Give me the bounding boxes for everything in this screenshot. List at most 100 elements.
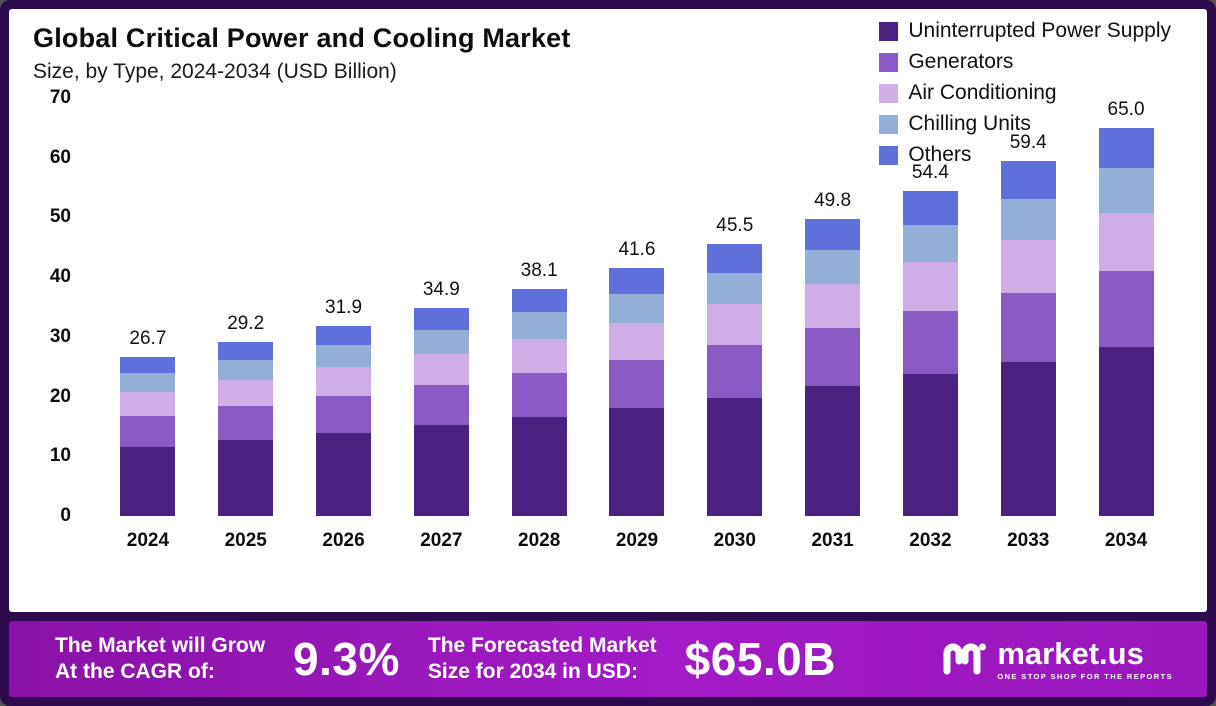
legend-label: Uninterrupted Power Supply [908, 19, 1171, 42]
bar-segment-air-conditioning [413, 353, 469, 385]
bar-segment-air-conditioning [707, 304, 763, 345]
bar-segment-uninterrupted-power-supply [413, 425, 469, 516]
bar-total-label: 41.6 [618, 238, 656, 260]
legend-item-generators: Generators [879, 50, 1171, 74]
bar-segment-others [805, 218, 861, 250]
x-tick-label: 2033 [1007, 530, 1050, 551]
bars: 26.7 29.2 31.9 34.9 38.1 41.6 45.5 49.8 54.4 59.4… [91, 98, 1183, 516]
footer-banner: The Market will Grow At the CAGR of: 9.3… [9, 621, 1207, 697]
x-tick-label: 2034 [1104, 530, 1148, 551]
bar-segment-uninterrupted-power-supply [902, 374, 958, 516]
bar-segment-chilling-units [902, 224, 958, 263]
x-tick-label: 2030 [713, 530, 756, 551]
bar-segment-air-conditioning [609, 322, 665, 360]
bar-segment-others [609, 267, 665, 294]
bar-segment-chilling-units [316, 345, 372, 368]
y-tick-label: 0 [60, 505, 71, 526]
bar-segment-generators [707, 344, 763, 398]
bar-segment-chilling-units [609, 293, 665, 323]
legend-label: Generators [908, 50, 1014, 73]
legend-item-chilling-units: Chilling Units [879, 112, 1171, 136]
legend-label: Others [908, 143, 972, 166]
stacked-bar-2029 [609, 267, 665, 516]
chart-header: Global Critical Power and Cooling Market… [33, 23, 1183, 84]
bar-segment-chilling-units [511, 312, 567, 339]
bar-column-2025: 29.2 [197, 98, 295, 516]
legend-item-uninterrupted-power-supply: Uninterrupted Power Supply [879, 19, 1171, 43]
bar-segment-uninterrupted-power-supply [707, 397, 763, 516]
bar-column-2031: 49.8 [784, 98, 882, 516]
bar-total-label: 45.5 [716, 215, 754, 237]
bar-total-label: 59.4 [1009, 132, 1047, 154]
legend-swatch-chilling-units [879, 114, 899, 134]
legend-swatch-others [879, 145, 899, 165]
stacked-bar-2027 [413, 307, 469, 516]
bar-column-2027: 34.9 [392, 98, 490, 516]
bar-column-2034: 65.0 [1077, 98, 1175, 516]
bar-column-2033: 59.4 [979, 98, 1077, 516]
legend: Uninterrupted Power Supply Generators Air … [879, 19, 1171, 167]
bar-segment-generators [609, 359, 665, 408]
bar-segment-others [120, 356, 176, 374]
bar-segment-uninterrupted-power-supply [218, 440, 274, 516]
bar-segment-others [218, 341, 274, 360]
bar-segment-air-conditioning [120, 391, 176, 416]
bar-segment-others [413, 307, 469, 330]
bar-segment-air-conditioning [1098, 212, 1154, 272]
x-tick-label: 2026 [322, 530, 365, 551]
brand-block: market.us ONE STOP SHOP FOR THE REPORTS [941, 637, 1173, 682]
bar-total-label: 31.9 [325, 296, 363, 318]
cagr-value: 9.3% [293, 633, 400, 685]
bar-segment-chilling-units [1098, 168, 1154, 213]
y-axis: 0 10 20 30 40 50 60 70 [33, 87, 79, 526]
bar-total-label: 34.9 [422, 278, 460, 300]
x-tick-label: 2024 [126, 530, 170, 551]
legend-swatch-air-conditioning [879, 83, 899, 103]
bar-column-2030: 45.5 [686, 98, 784, 516]
bar-column-2024: 26.7 [99, 98, 197, 516]
bar-segment-others [1000, 161, 1056, 199]
bar-column-2032: 54.4 [882, 98, 980, 516]
bar-segment-generators [413, 384, 469, 426]
x-tick-label: 2028 [518, 530, 561, 551]
bar-segment-others [902, 191, 958, 225]
bar-column-2026: 31.9 [295, 98, 393, 516]
bar-segment-generators [218, 406, 274, 441]
bar-segment-chilling-units [1000, 198, 1056, 240]
x-tick-label: 2025 [224, 530, 267, 551]
bar-segment-air-conditioning [511, 338, 567, 373]
stacked-bar-2030 [707, 244, 763, 516]
stacked-bar-2031 [805, 218, 861, 516]
bar-segment-air-conditioning [902, 262, 958, 312]
legend-label: Air Conditioning [908, 81, 1057, 104]
bar-total-label: 26.7 [129, 327, 167, 349]
bar-segment-others [707, 244, 763, 273]
plot-wrap: 0 10 20 30 40 50 60 70 26.7 29.2 31.9 34.9 38.1 41.6… [33, 87, 1183, 552]
forecast-label-line1: The Forecasted Market [427, 633, 657, 657]
legend-item-air-conditioning: Air Conditioning [879, 81, 1171, 105]
bar-segment-generators [805, 328, 861, 387]
growth-label: The Market will Grow At the CAGR of: [55, 633, 265, 686]
stacked-bar-2025 [218, 341, 274, 516]
y-tick-label: 70 [49, 87, 71, 108]
y-tick-label: 10 [49, 445, 71, 467]
stacked-bar-2034 [1098, 127, 1154, 516]
bar-segment-chilling-units [218, 359, 274, 380]
legend-item-others: Others [879, 143, 1171, 167]
bar-column-2028: 38.1 [490, 98, 588, 516]
brand-text-block: market.us ONE STOP SHOP FOR THE REPORTS [997, 638, 1173, 681]
stacked-bar-2028 [511, 288, 567, 517]
brand-tagline: ONE STOP SHOP FOR THE REPORTS [997, 671, 1173, 681]
y-tick-label: 40 [49, 266, 71, 288]
legend-swatch-uninterrupted-power-supply [879, 21, 899, 41]
bar-segment-uninterrupted-power-supply [805, 386, 861, 516]
bar-segment-chilling-units [707, 272, 763, 305]
forecast-label-line2: Size for 2034 in USD: [427, 660, 638, 683]
x-tick-label: 2029 [615, 530, 659, 551]
market-us-logo-icon [941, 637, 987, 682]
growth-label-line2: At the CAGR of: [55, 660, 215, 683]
bar-total-label: 29.2 [227, 312, 265, 334]
x-tick-label: 2032 [909, 530, 952, 551]
stacked-bar-2024 [120, 356, 176, 516]
